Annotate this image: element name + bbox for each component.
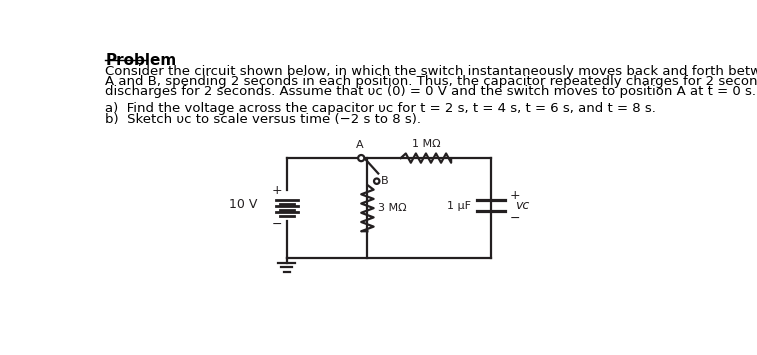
Text: vᴄ: vᴄ bbox=[515, 198, 529, 212]
Circle shape bbox=[358, 155, 364, 161]
Text: discharges for 2 seconds. Assume that υᴄ (0) = 0 V and the switch moves to posit: discharges for 2 seconds. Assume that υᴄ… bbox=[105, 85, 756, 98]
Text: Consider the circuit shown below, in which the switch instantaneously moves back: Consider the circuit shown below, in whi… bbox=[105, 65, 757, 78]
Text: +: + bbox=[271, 184, 282, 197]
Text: −: − bbox=[510, 212, 521, 225]
Text: A and B, spending 2 seconds in each position. Thus, the capacitor repeatedly cha: A and B, spending 2 seconds in each posi… bbox=[105, 75, 757, 88]
Circle shape bbox=[374, 179, 379, 184]
Text: +: + bbox=[510, 189, 521, 202]
Text: 10 V: 10 V bbox=[229, 198, 257, 211]
Text: B: B bbox=[381, 176, 388, 186]
Text: b)  Sketch υᴄ to scale versus time (−2 s to 8 s).: b) Sketch υᴄ to scale versus time (−2 s … bbox=[105, 113, 422, 126]
Text: −: − bbox=[271, 218, 282, 231]
Text: Problem: Problem bbox=[105, 53, 176, 69]
Text: 1 μF: 1 μF bbox=[447, 201, 472, 211]
Text: 1 MΩ: 1 MΩ bbox=[412, 139, 441, 149]
Text: 3 MΩ: 3 MΩ bbox=[378, 203, 407, 213]
Text: a)  Find the voltage across the capacitor υᴄ for t = 2 s, t = 4 s, t = 6 s, and : a) Find the voltage across the capacitor… bbox=[105, 102, 656, 115]
Text: A: A bbox=[356, 140, 363, 151]
